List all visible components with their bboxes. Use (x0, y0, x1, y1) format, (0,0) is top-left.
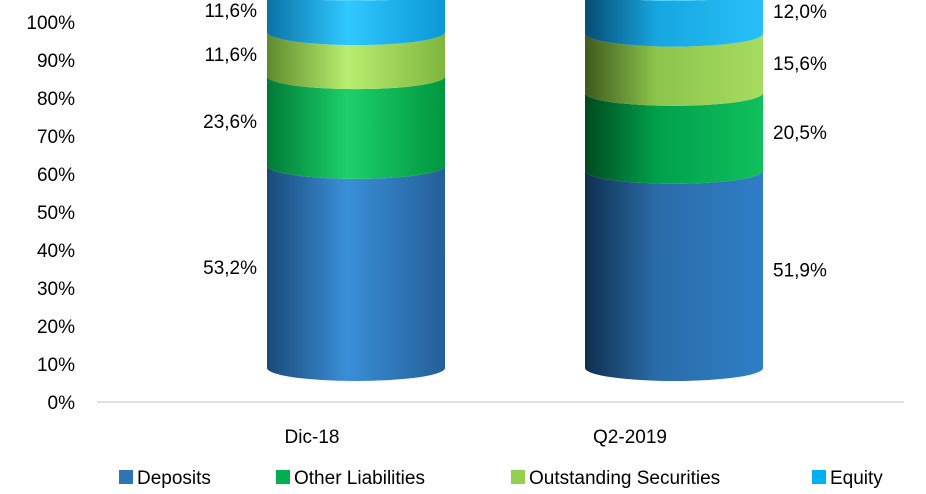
legend-swatch (276, 470, 290, 484)
y-tick-label: 60% (37, 165, 75, 186)
bars-layer (267, 0, 763, 381)
y-tick-label: 80% (37, 89, 75, 110)
legend-label: Other Liabilities (294, 468, 425, 489)
legend-item: Deposits (119, 468, 211, 489)
cylinder-segment (267, 165, 445, 381)
y-tick-label: 40% (37, 241, 75, 262)
y-tick-label: 20% (37, 317, 75, 338)
y-tick-label: 30% (37, 279, 75, 300)
x-category-label: Dic-18 (285, 427, 340, 448)
legend-label: Outstanding Securities (529, 468, 720, 489)
legend-item: Outstanding Securities (511, 468, 720, 489)
legend-label: Deposits (137, 468, 211, 489)
y-tick-label: 70% (37, 127, 75, 148)
cylinder-segment (585, 33, 763, 106)
cylinder-segment (585, 92, 763, 184)
y-axis: 0% 10% 20% 30% 40% 50% 60% 70% 80% 90% 100% (26, 13, 75, 414)
data-label: 51,9% (773, 260, 827, 281)
data-label: 11,6% (205, 45, 258, 66)
x-category-label: Q2-2019 (593, 427, 667, 448)
data-label: 53,2% (203, 258, 257, 279)
y-tick-label: 50% (37, 203, 75, 224)
data-label: 20,5% (773, 123, 827, 144)
cylinder-segment (585, 0, 763, 47)
legend-swatch (119, 470, 133, 484)
y-tick-label: 100% (26, 13, 75, 34)
x-axis-categories: Dic-18 Q2-2019 (285, 427, 667, 448)
cylinder-segment (267, 76, 445, 179)
legend-swatch (812, 470, 826, 484)
legend: Deposits Other Liabilities Outstanding Sec… (119, 468, 883, 489)
legend-swatch (511, 470, 525, 484)
cylinder-segment (267, 32, 445, 90)
data-label: 11,6% (205, 1, 258, 22)
data-label: 23,6% (203, 112, 257, 133)
y-tick-label: 10% (37, 355, 75, 376)
cylinder-segment (585, 170, 763, 381)
cylinder-segment (267, 0, 445, 46)
y-tick-label: 0% (48, 393, 76, 414)
legend-item: Equity (812, 468, 883, 489)
cylinder-top-cap (321, 0, 391, 1)
legend-label: Equity (830, 468, 883, 489)
cylinder-top-cap (639, 0, 709, 1)
data-label: 15,6% (773, 54, 827, 75)
legend-item: Other Liabilities (276, 468, 425, 489)
y-tick-label: 90% (37, 51, 75, 72)
data-labels-layer: 53,2% 23,6% 11,6% 11,6% 51,9% 20,5% 15,6% 12,0% (203, 1, 827, 281)
data-label: 12,0% (773, 2, 827, 23)
